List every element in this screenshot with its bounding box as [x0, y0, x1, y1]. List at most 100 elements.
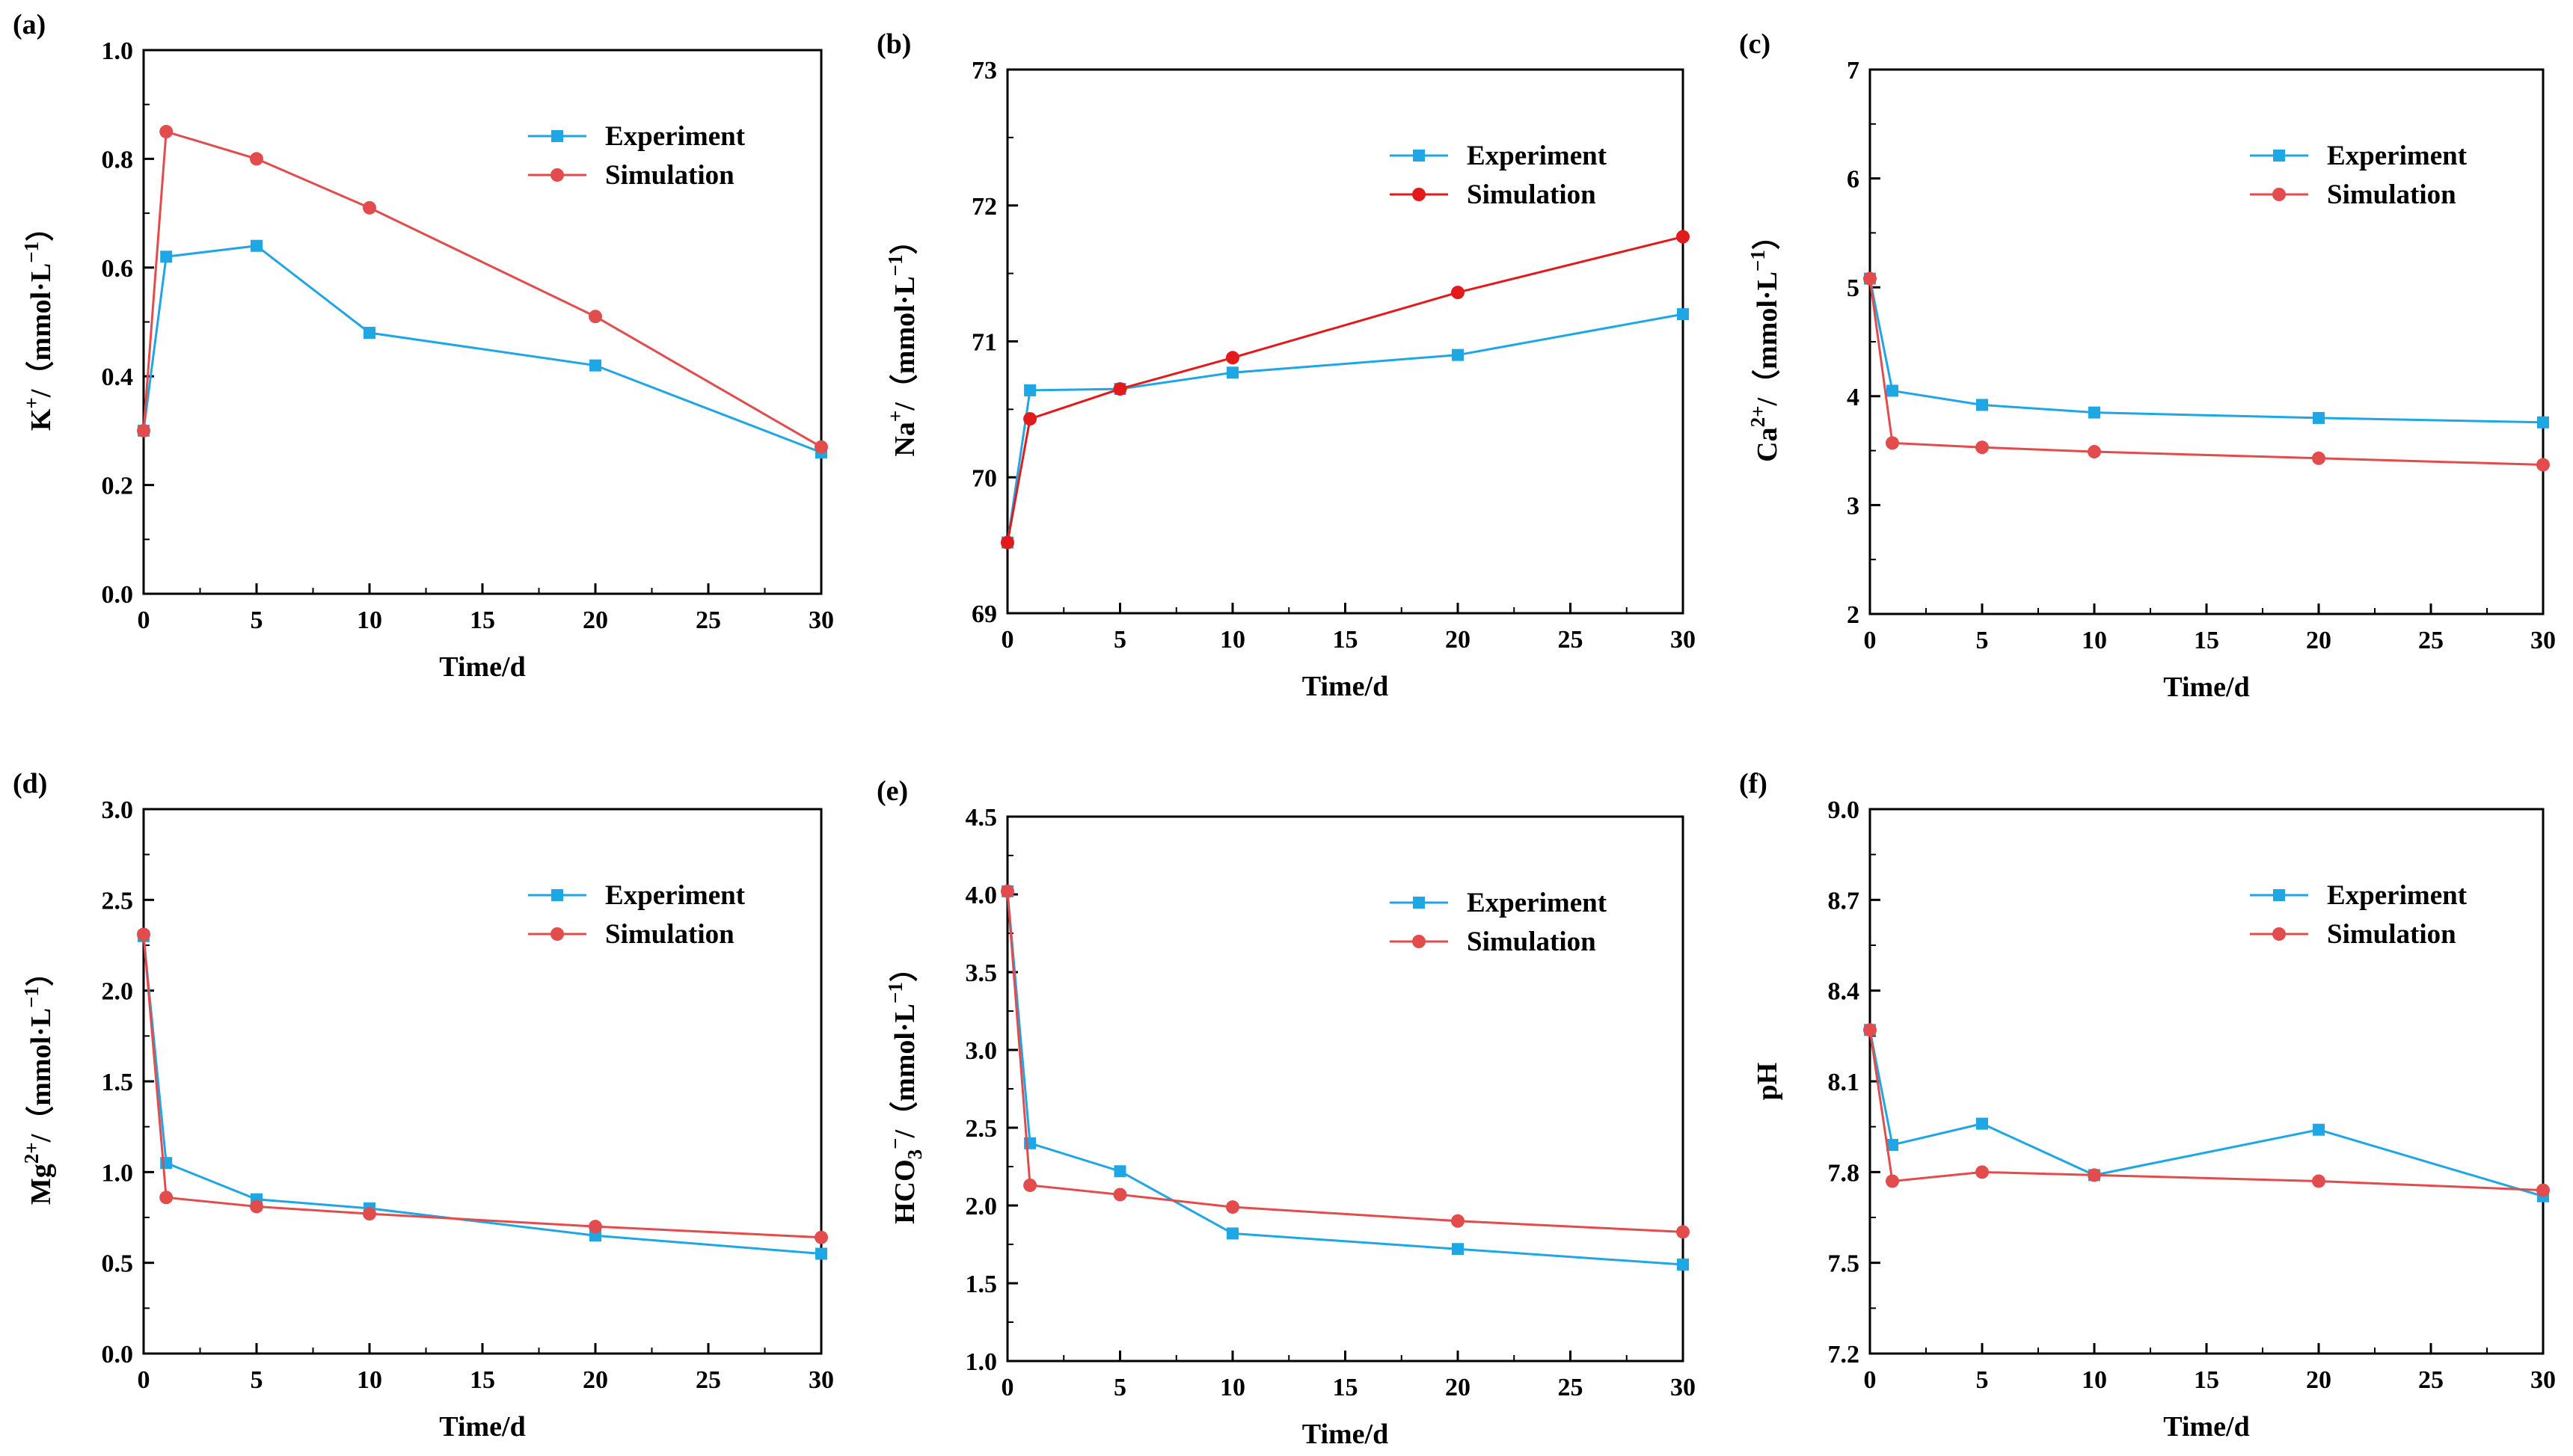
y-tick-label: 3 — [1847, 492, 1859, 520]
data-point-experiment — [2313, 1123, 2325, 1136]
x-tick-label: 30 — [1670, 1374, 1696, 1401]
y-tick-label: 2.0 — [102, 978, 134, 1006]
legend-marker — [2272, 188, 2286, 201]
y-axis-title-sup: + — [20, 397, 43, 408]
x-tick-label: 0 — [1864, 627, 1877, 654]
data-point-simulation — [2536, 1183, 2550, 1197]
y-tick-label: 1.0 — [102, 37, 134, 65]
x-axis-title: Time/d — [1302, 1419, 1388, 1450]
y-axis-title-unit: /（mmol·L — [25, 263, 57, 398]
x-axis-title: Time/d — [1302, 671, 1388, 702]
data-point-simulation — [363, 200, 376, 215]
y-axis-title-sup: − — [884, 1137, 907, 1149]
panel-label: (b) — [877, 28, 911, 60]
x-tick-label: 10 — [357, 1366, 382, 1394]
y-axis-title-unit: /（mmol·L — [889, 276, 921, 411]
x-axis-title: Time/d — [439, 651, 525, 683]
legend-label: Experiment — [605, 121, 746, 152]
x-tick-label: 15 — [2194, 627, 2219, 654]
x-tick-label: 0 — [1002, 1374, 1014, 1401]
x-tick-label: 30 — [1670, 626, 1696, 654]
y-tick-label: 2.5 — [966, 1115, 998, 1143]
y-tick-label: 0.6 — [102, 255, 134, 283]
legend-marker — [1413, 897, 1425, 909]
y-tick-label: 0.8 — [102, 146, 134, 173]
x-tick-label: 10 — [1220, 626, 1245, 654]
data-point-experiment — [251, 239, 263, 252]
y-axis-title-base: Na — [889, 422, 921, 456]
x-tick-label: 5 — [1114, 626, 1126, 654]
y-tick-label: 72 — [972, 193, 997, 221]
y-tick-label: 1.5 — [102, 1069, 134, 1096]
data-point-experiment — [1114, 1165, 1126, 1178]
chart-panel-e: (e) 0 5 10 15 20 25 30 1.0 1.5 2.0 2.5 3.0 3.5 4.0 4.5 T… — [877, 775, 1696, 1450]
legend-marker — [551, 927, 564, 941]
data-point-simulation — [1113, 382, 1127, 396]
panel-label: (c) — [1739, 28, 1770, 60]
x-tick-label: 20 — [583, 1366, 608, 1394]
legend-marker — [1412, 935, 1426, 948]
series-line-simulation — [1868, 278, 2544, 467]
data-point-simulation — [1113, 1188, 1127, 1202]
data-point-experiment — [1227, 366, 1239, 379]
y-tick-label: 4.0 — [966, 882, 998, 909]
x-tick-label: 30 — [809, 606, 834, 634]
series-line-simulation — [142, 130, 822, 449]
panel-label: (a) — [13, 9, 46, 40]
y-tick-label: 4 — [1847, 384, 1859, 411]
y-tick-label: 7.8 — [1828, 1159, 1860, 1187]
y-axis-title: HCO3−/（mmol·L−1） — [884, 953, 926, 1224]
x-tick-label: 20 — [1445, 626, 1470, 654]
data-point-simulation — [1023, 1178, 1037, 1192]
legend-marker — [1412, 188, 1426, 201]
y-axis-title: Ca2+/（mmol·L−1） — [1746, 221, 1783, 462]
x-tick-label: 10 — [2082, 627, 2107, 654]
panel-label: (f) — [1739, 768, 1767, 799]
y-tick-label: 5 — [1847, 274, 1859, 302]
y-axis-title-close: ） — [889, 226, 921, 254]
x-tick-label: 30 — [2530, 1366, 2556, 1394]
data-point-simulation — [1975, 440, 1989, 455]
legend-label: Experiment — [605, 880, 746, 911]
legend-marker — [2273, 889, 2285, 901]
y-tick-label: 7.2 — [1828, 1341, 1860, 1369]
chart-panel-d: (d) 0 5 10 15 20 25 30 0.0 0.5 1.0 1.5 2.0 2.5 3.0 Time… — [13, 768, 834, 1443]
x-tick-label: 15 — [1333, 1374, 1358, 1401]
legend-label: Simulation — [2327, 179, 2456, 210]
y-tick-label: 0.0 — [102, 1341, 134, 1369]
y-axis-title: Na+/（mmol·L−1） — [884, 226, 921, 456]
x-tick-label: 0 — [138, 1366, 150, 1394]
data-point-simulation — [1451, 1214, 1465, 1228]
chart-panel-f: (f) 0 5 10 15 20 25 30 7.2 7.5 7.8 8.1 8.4 8.7 9.0 Time… — [1739, 768, 2556, 1443]
y-axis-title: pH — [1752, 1063, 1783, 1101]
data-point-simulation — [1975, 1165, 1989, 1179]
data-point-experiment — [1886, 384, 1898, 397]
data-point-simulation — [1001, 884, 1014, 898]
data-point-experiment — [1677, 1259, 1689, 1271]
legend-label: Experiment — [1467, 888, 1607, 918]
data-point-simulation — [1023, 412, 1037, 426]
series-line-experiment — [1006, 313, 1684, 543]
y-tick-label: 2.0 — [966, 1193, 998, 1220]
x-tick-label: 25 — [1558, 1374, 1583, 1401]
x-tick-label: 5 — [1114, 1374, 1126, 1401]
legend-label: Simulation — [1467, 179, 1596, 210]
legend-label: Simulation — [2327, 919, 2456, 950]
series-line-simulation — [142, 934, 822, 1239]
data-point-experiment — [1677, 308, 1689, 321]
series-line-experiment — [142, 936, 822, 1256]
y-axis-title: K+/（mmol·L−1） — [20, 213, 57, 431]
x-tick-label: 10 — [2082, 1366, 2107, 1394]
x-tick-label: 30 — [809, 1366, 834, 1394]
legend-label: Experiment — [2327, 880, 2468, 911]
x-tick-label: 15 — [470, 606, 495, 634]
series-line-experiment — [142, 245, 822, 454]
x-tick-label: 25 — [1558, 626, 1583, 654]
x-axis-title: Time/d — [439, 1411, 525, 1443]
data-point-simulation — [2088, 445, 2101, 459]
data-point-simulation — [1226, 1200, 1239, 1214]
x-tick-label: 10 — [1220, 1374, 1245, 1401]
chart-panel-a: (a) 0 5 10 15 20 25 30 0.0 0.2 0.4 0.6 0.8 1.0 Time/d K… — [13, 9, 834, 683]
panel-label: (d) — [13, 768, 47, 799]
